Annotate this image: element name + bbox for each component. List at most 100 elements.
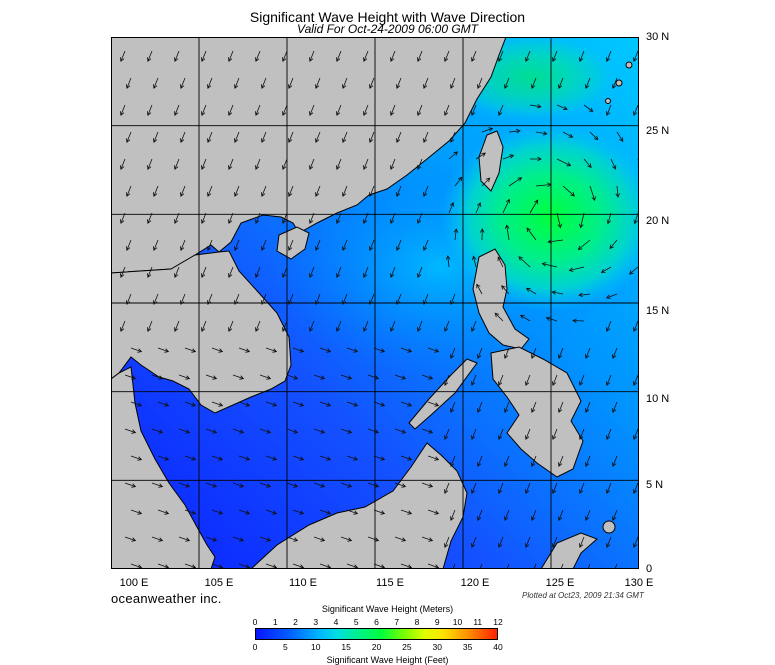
- wave-direction-arrow: [234, 239, 240, 251]
- wave-direction-arrow: [130, 509, 143, 515]
- wave-direction-arrow: [606, 212, 612, 225]
- wave-direction-arrow: [400, 455, 413, 461]
- wave-direction-arrow: [126, 293, 132, 305]
- wave-direction-arrow: [255, 158, 261, 170]
- wave-direction-arrow: [178, 428, 191, 434]
- wave-direction-arrow: [481, 177, 491, 187]
- land-taiwan: [478, 130, 504, 192]
- wave-direction-arrow: [423, 293, 429, 305]
- wave-direction-arrow: [531, 347, 537, 359]
- wave-direction-arrow: [471, 374, 477, 386]
- wave-direction-arrow: [525, 374, 531, 386]
- wave-direction-arrow: [259, 482, 272, 488]
- wave-direction-arrow: [541, 262, 558, 268]
- wave-direction-arrow: [423, 131, 429, 143]
- wave-direction-arrow: [201, 266, 207, 278]
- wave-direction-arrow: [471, 536, 477, 548]
- wave-direction-arrow: [417, 320, 423, 332]
- wave-direction-arrow: [201, 320, 207, 332]
- wave-direction-arrow: [525, 482, 531, 494]
- wave-direction-arrow: [292, 455, 305, 461]
- wave-direction-arrow: [502, 154, 515, 160]
- colorbar-feet-tick: 10: [311, 642, 321, 652]
- wave-direction-arrow: [157, 401, 170, 407]
- wave-direction-arrow: [184, 347, 197, 353]
- wave-direction-arrow: [390, 158, 396, 170]
- lon-label-125e: 125 E: [545, 577, 575, 589]
- plotted-timestamp: Plotted at Oct23, 2009 21:34 GMT: [522, 591, 644, 600]
- wave-direction-arrow: [367, 536, 380, 542]
- wave-direction-arrow: [147, 158, 153, 170]
- wave-direction-arrow: [286, 428, 299, 434]
- map-title: Significant Wave Height with Wave Direct…: [249, 9, 526, 25]
- colorbar-feet-tick: 25: [402, 642, 412, 652]
- wave-direction-arrow: [151, 536, 164, 542]
- wave-direction-arrow: [309, 212, 315, 224]
- wave-direction-arrow: [151, 374, 164, 380]
- wave-direction-arrow: [178, 482, 191, 488]
- wave-direction-arrow: [578, 292, 591, 298]
- wave-direction-arrow: [558, 509, 564, 521]
- wave-direction-arrow: [313, 536, 326, 542]
- wave-direction-arrow: [178, 536, 191, 542]
- wave-direction-arrow: [238, 455, 251, 461]
- wave-direction-arrow: [234, 293, 240, 305]
- wave-direction-arrow: [255, 50, 261, 62]
- wave-direction-arrow: [633, 536, 639, 548]
- lat-label-0: 0: [646, 563, 653, 575]
- wave-direction-arrow: [228, 320, 234, 332]
- wave-direction-arrow: [373, 401, 386, 407]
- lat-label-15n: 15 N: [646, 305, 670, 317]
- wave-direction-arrow: [477, 77, 483, 89]
- wave-direction-arrow: [612, 401, 618, 413]
- wave-direction-arrow: [315, 185, 321, 197]
- wave-direction-arrow: [292, 509, 305, 515]
- wave-direction-arrow: [450, 77, 456, 89]
- wave-direction-arrow: [228, 158, 234, 170]
- wave-direction-arrow: [448, 151, 459, 160]
- wave-direction-arrow: [369, 131, 375, 143]
- wave-direction-arrow: [178, 374, 191, 380]
- wave-direction-arrow: [579, 482, 585, 494]
- wave-direction-arrow: [234, 131, 240, 143]
- wave-direction-arrow: [288, 239, 294, 251]
- land-sulawesi: [540, 532, 598, 569]
- wave-direction-arrow: [568, 266, 585, 272]
- colorbar-meter-tick: 12: [493, 617, 503, 627]
- wave-direction-arrow: [633, 212, 639, 225]
- wave-direction-arrow: [319, 401, 332, 407]
- wave-direction-arrow: [363, 266, 369, 278]
- wave-direction-arrow: [417, 266, 423, 278]
- wave-direction-arrow: [444, 428, 450, 440]
- wave-direction-arrow: [180, 185, 186, 197]
- wave-direction-arrow: [531, 509, 537, 521]
- wave-direction-arrow: [309, 104, 315, 116]
- wave-direction-arrow: [498, 374, 504, 386]
- wave-direction-arrow: [472, 255, 477, 268]
- wave-direction-arrow: [259, 428, 272, 434]
- colorbar-meter-tick: 5: [353, 617, 359, 627]
- wave-direction-arrow: [201, 104, 207, 116]
- colorbar-feet-tick: 40: [493, 642, 503, 652]
- wave-direction-arrow: [450, 455, 456, 467]
- wave-direction-arrow: [400, 401, 413, 407]
- wave-direction-arrow: [282, 212, 288, 224]
- wave-height-map: [111, 37, 639, 569]
- wave-direction-arrow: [151, 482, 164, 488]
- wave-direction-arrow: [400, 347, 413, 353]
- wave-direction-arrow: [315, 131, 321, 143]
- wave-direction-arrow: [205, 536, 218, 542]
- wave-direction-arrow: [336, 50, 342, 62]
- colorbar-feet-label: Significant Wave Height (Feet): [326, 655, 449, 665]
- lon-label-100e: 100 E: [119, 577, 149, 589]
- wave-direction-arrow: [448, 202, 454, 214]
- wave-direction-arrow: [585, 455, 591, 467]
- wave-direction-arrow: [477, 455, 483, 467]
- colorbar-feet-tick: 15: [341, 642, 351, 652]
- wave-direction-arrow: [282, 320, 288, 332]
- wave-direction-arrow: [508, 177, 523, 187]
- wave-direction-arrow: [530, 156, 542, 162]
- wave-direction-arrow: [444, 536, 450, 548]
- wave-direction-arrow: [475, 152, 487, 160]
- wave-direction-arrow: [211, 401, 224, 407]
